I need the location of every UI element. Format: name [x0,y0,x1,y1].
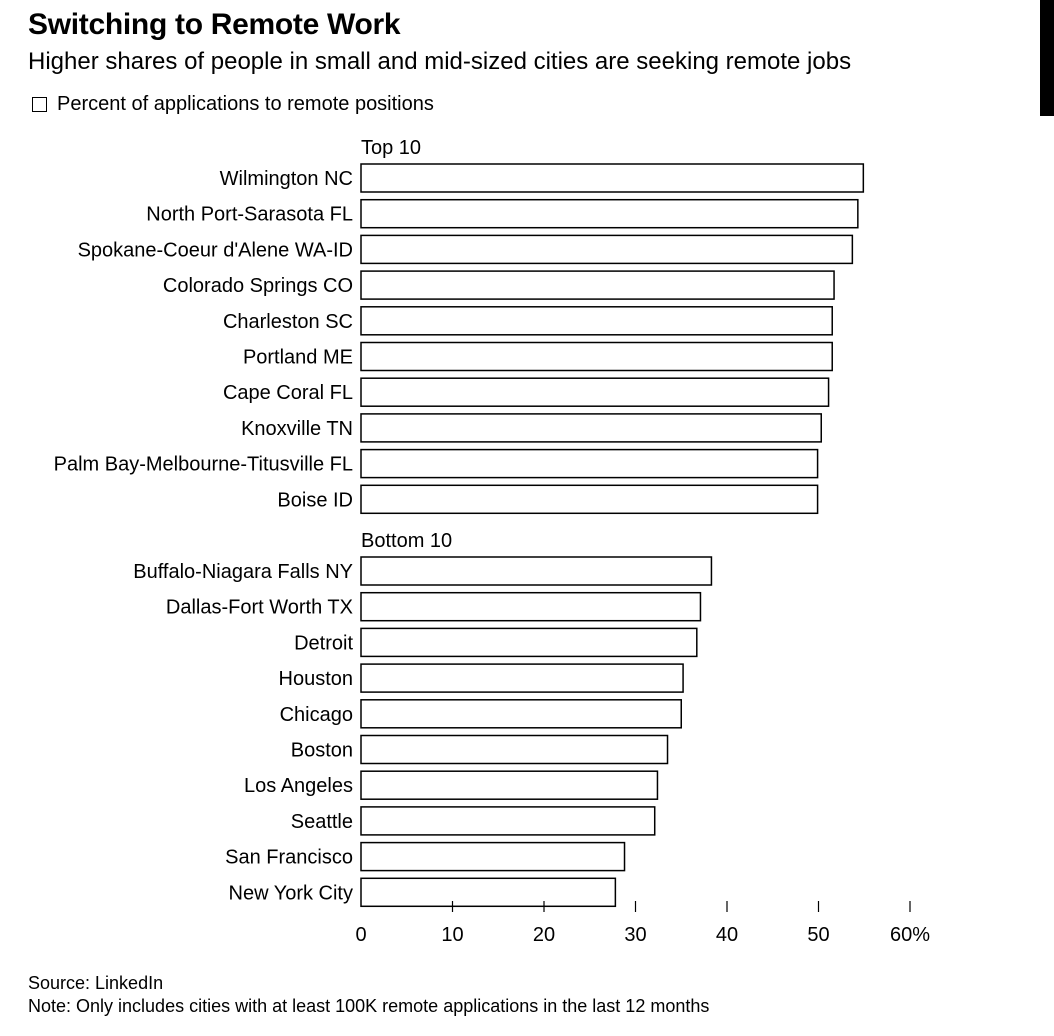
category-label: San Francisco [225,847,353,869]
category-label: Dallas-Fort Worth TX [166,597,353,619]
category-label: Wilmington NC [220,168,353,190]
x-tick-label: 10 [441,924,463,946]
category-label: New York City [229,882,354,904]
bar [360,591,702,622]
bar [360,448,819,479]
category-label: Chicago [280,704,353,726]
category-label: Los Angeles [244,775,353,797]
edge-marker [1040,0,1054,116]
category-label: Palm Bay-Melbourne-Titusville FL [54,454,353,476]
x-tick-label: 20 [533,924,555,946]
bar [360,770,659,800]
footnote: Note: Only includes cities with at least… [28,996,710,1016]
category-label: Seattle [291,811,353,833]
x-tick-label: 30 [624,924,646,946]
bar [360,556,713,586]
bar [360,234,854,265]
category-label: Houston [279,668,354,690]
category-label: North Port-Sarasota FL [146,204,353,226]
category-label: Spokane-Coeur d'Alene WA-ID [78,239,353,261]
category-label: Portland ME [243,347,353,369]
group-label: Bottom 10 [361,530,452,552]
bar [360,841,626,872]
source-note: Source: LinkedIn [28,973,164,993]
bar-chart: Top 10 Wilmington NC North Port-Sarasota F… [54,137,931,946]
category-label: Cape Coral FL [223,382,353,404]
bar [360,806,656,836]
bar [360,627,698,658]
bar [360,877,617,908]
category-label: Buffalo-Niagara Falls NY [133,561,353,583]
bar [360,198,859,229]
chart-title: Switching to Remote Work [28,8,401,41]
legend-swatch-icon [32,97,47,112]
bar [360,163,865,193]
bar [360,663,684,693]
bar [360,413,822,443]
group-label: Top 10 [361,137,421,159]
x-tick-label: 40 [716,924,738,946]
bar [360,341,833,372]
category-label: Colorado Springs CO [163,275,353,297]
bar [360,377,830,407]
x-tick-label: 50 [807,924,829,946]
category-label: Detroit [294,632,353,654]
x-tick-label: 60% [890,924,930,946]
bar [360,270,835,300]
category-label: Knoxville TN [241,418,353,440]
category-label: Boston [291,740,353,762]
category-label: Boise ID [277,489,353,511]
bar [360,306,833,336]
legend-label: Percent of applications to remote positi… [57,93,434,115]
category-label: Charleston SC [223,311,353,333]
bar [360,484,819,515]
chart-subtitle: Higher shares of people in small and mid… [28,48,852,75]
bar [360,734,669,765]
x-tick-label: 0 [355,924,366,946]
legend: Percent of applications to remote positi… [32,93,434,116]
bar [360,699,682,729]
